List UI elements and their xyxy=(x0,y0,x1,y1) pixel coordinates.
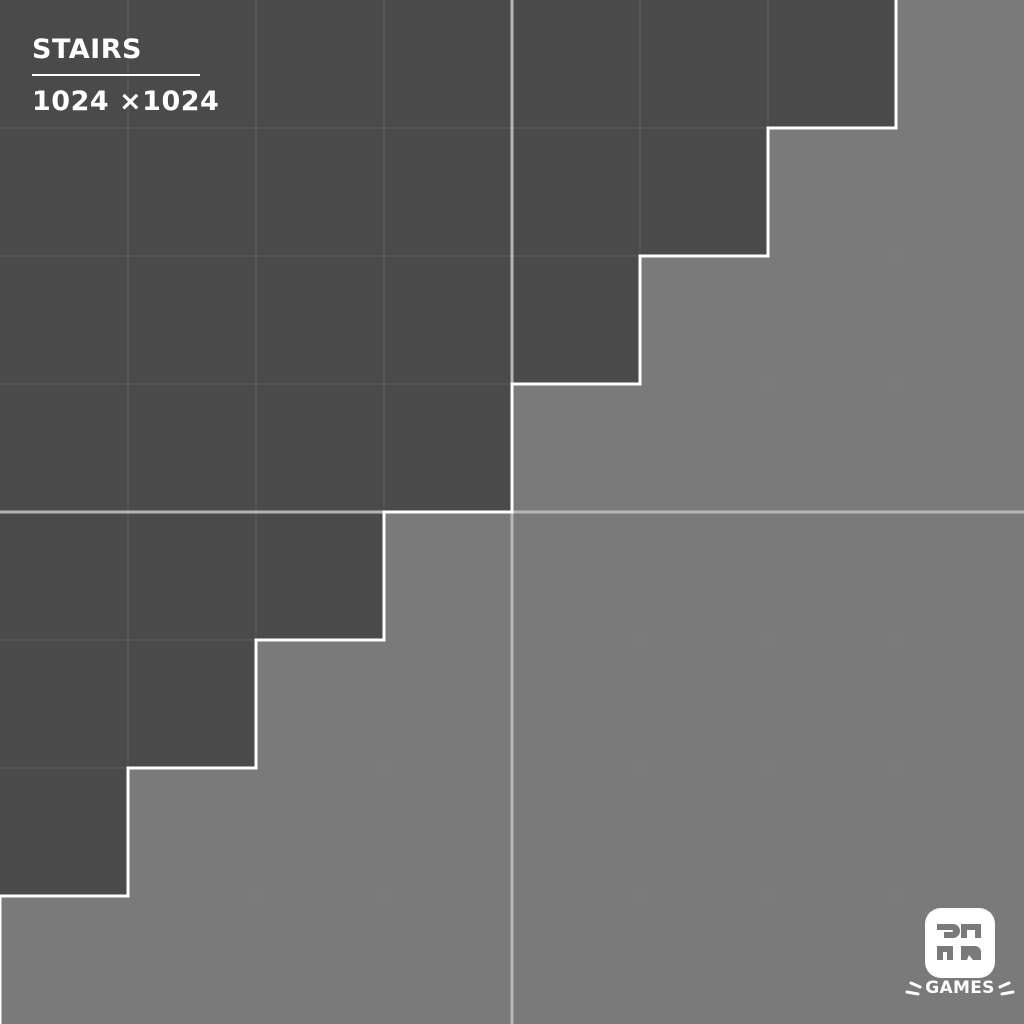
baba-games-logo-icon: GAMES xyxy=(904,906,1016,1006)
floor-tile xyxy=(896,768,1024,896)
size-label: 1024 ×1024 xyxy=(32,86,220,117)
wall-tile xyxy=(384,384,512,512)
wall-tile xyxy=(768,0,896,128)
wall-tile xyxy=(256,0,384,128)
wall-tile xyxy=(256,128,384,256)
floor-tile xyxy=(640,896,768,1024)
floor-tile xyxy=(640,256,768,384)
floor-tile xyxy=(768,896,896,1024)
floor-tile xyxy=(128,768,256,896)
floor-tile xyxy=(768,384,896,512)
floor-tile xyxy=(768,768,896,896)
floor-tile xyxy=(896,256,1024,384)
wall-tile xyxy=(128,256,256,384)
wall-tile xyxy=(512,0,640,128)
floor-tile xyxy=(896,384,1024,512)
wall-tile xyxy=(384,256,512,384)
title-block: STAIRS 1024 ×1024 xyxy=(32,34,219,118)
wall-tile xyxy=(128,128,256,256)
floor-tile xyxy=(256,640,384,768)
floor-tile xyxy=(896,512,1024,640)
floor-tile xyxy=(512,896,640,1024)
floor-tile xyxy=(384,640,512,768)
floor-tile xyxy=(640,512,768,640)
wall-tile xyxy=(0,512,128,640)
floor-tile xyxy=(896,128,1024,256)
floor-tile xyxy=(0,896,128,1024)
wall-tile xyxy=(256,384,384,512)
floor-tile xyxy=(896,0,1024,128)
floor-tile xyxy=(512,384,640,512)
floor-tile xyxy=(768,640,896,768)
wall-tile xyxy=(128,384,256,512)
wall-tile xyxy=(128,0,256,128)
floor-tile xyxy=(896,640,1024,768)
wall-tile xyxy=(384,128,512,256)
floor-tile xyxy=(640,640,768,768)
wall-tile xyxy=(0,128,128,256)
wall-tile xyxy=(512,128,640,256)
floor-tile xyxy=(256,896,384,1024)
floor-tile xyxy=(384,896,512,1024)
wall-tile xyxy=(128,512,256,640)
wall-tile xyxy=(256,256,384,384)
wall-tile xyxy=(256,512,384,640)
wall-tile xyxy=(640,128,768,256)
floor-tile xyxy=(512,768,640,896)
wall-tile xyxy=(0,640,128,768)
floor-tile xyxy=(640,384,768,512)
floor-tile xyxy=(768,128,896,256)
floor-tile xyxy=(512,512,640,640)
floor-tile xyxy=(384,512,512,640)
floor-tile xyxy=(768,512,896,640)
wall-tile xyxy=(0,384,128,512)
wall-tile xyxy=(128,640,256,768)
wall-tile xyxy=(640,0,768,128)
floor-tile xyxy=(512,640,640,768)
wall-tile xyxy=(384,0,512,128)
wall-tile xyxy=(0,256,128,384)
level-title: STAIRS xyxy=(32,34,142,65)
title-divider xyxy=(32,74,200,76)
stairs-edge xyxy=(0,0,898,1024)
wall-tile xyxy=(0,0,128,128)
wall-tile xyxy=(0,768,128,896)
wall-tile xyxy=(512,256,640,384)
floor-tile xyxy=(128,896,256,1024)
floor-tile xyxy=(384,768,512,896)
floor-tile xyxy=(256,768,384,896)
brand-name: GAMES xyxy=(925,978,995,998)
stairs-outline xyxy=(0,0,898,1024)
floor-tile xyxy=(768,256,896,384)
floor-tile xyxy=(640,768,768,896)
